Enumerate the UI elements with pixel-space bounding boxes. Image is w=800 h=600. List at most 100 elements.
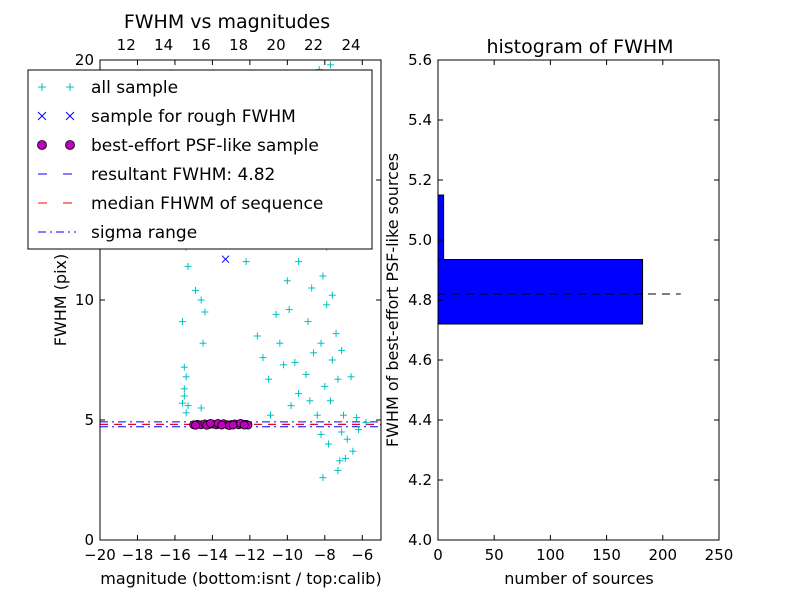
x-tick-label: −20 — [84, 546, 116, 564]
data-point — [334, 375, 342, 383]
data-point — [319, 474, 327, 482]
data-point — [295, 258, 303, 266]
legend-label: sample for rough FWHM — [91, 107, 296, 127]
data-point — [201, 308, 209, 316]
right-chart-title: histogram of FWHM — [486, 36, 673, 58]
y-tick-label: 5.4 — [408, 111, 432, 129]
data-point-stroke — [221, 255, 230, 264]
legend-marker — [65, 140, 75, 150]
legend-items: all sample sample for rough FWHM best-effo… — [37, 78, 323, 243]
legend-entry: best-effort PSF-like sample — [37, 136, 319, 156]
legend-entry: median FHWM of sequence — [38, 194, 323, 214]
data-point — [197, 404, 205, 412]
data-point — [197, 296, 205, 304]
data-point — [192, 286, 200, 294]
data-point — [336, 457, 344, 465]
data-point — [355, 426, 363, 434]
y-tick-label: 4.6 — [408, 351, 432, 369]
top-x-tick-label: 22 — [304, 36, 323, 54]
data-point — [308, 284, 316, 292]
y-tick-label: 4.2 — [408, 471, 432, 489]
legend-entry: sample for rough FWHM — [37, 107, 296, 127]
x-tick-label: 0 — [433, 546, 443, 564]
data-point — [206, 418, 215, 428]
data-point — [182, 373, 190, 381]
data-point — [332, 330, 340, 338]
x-tick-label: −8 — [314, 546, 336, 564]
right-plot-marks — [437, 194, 681, 325]
data-point — [180, 363, 188, 371]
x-tick-label: 200 — [648, 546, 677, 564]
data-point — [353, 414, 361, 422]
data-point — [287, 402, 295, 410]
data-point — [191, 420, 200, 430]
data-point — [306, 397, 314, 405]
legend-label: all sample — [91, 78, 178, 98]
data-point — [272, 310, 280, 318]
data-point — [295, 390, 303, 398]
y-tick-label: 5.0 — [408, 231, 432, 249]
left-y-axis-label: FWHM (pix) — [51, 254, 70, 347]
x-tick-label: −16 — [159, 546, 191, 564]
data-point — [180, 392, 188, 400]
data-point — [326, 397, 334, 405]
left-x-axis-label: magnitude (bottom:isnt / top:calib) — [100, 569, 381, 588]
legend-entry: resultant FWHM: 4.82 — [38, 165, 275, 185]
data-point — [323, 301, 331, 309]
data-point — [184, 402, 192, 410]
y-tick-label: 5.6 — [408, 51, 432, 69]
x-tick-label: −10 — [272, 546, 304, 564]
data-point — [341, 454, 349, 462]
right-y-axis-label: FWHM of best-effort PSF-like sources — [383, 153, 402, 447]
legend-entry: sigma range — [38, 223, 197, 243]
data-point — [259, 354, 267, 362]
x-tick-label: −6 — [351, 546, 373, 564]
legend-label: median FHWM of sequence — [91, 194, 323, 214]
y-tick-label: 4.8 — [408, 291, 432, 309]
right-x-axis-label: number of sources — [504, 569, 654, 588]
x-tick-label: −14 — [197, 546, 229, 564]
legend-label: best-effort PSF-like sample — [91, 136, 319, 156]
top-x-tick-label: 24 — [341, 36, 360, 54]
left-scatter-panel: −20 −18 −16 −14 −12 −10 −8 −6 12 14 16 18 20 22 24 0 5 10… — [27, 11, 382, 588]
x-tick-label: 50 — [485, 546, 504, 564]
left-chart-title: FWHM vs magnitudes — [124, 11, 330, 33]
data-point — [334, 466, 342, 474]
legend-label: resultant FWHM: 4.82 — [91, 165, 275, 185]
data-point — [319, 272, 327, 280]
left-plot-marks — [100, 61, 381, 482]
data-point — [317, 430, 325, 438]
x-tick-label: −18 — [122, 546, 154, 564]
data-point — [180, 385, 188, 393]
y-tick-label: 20 — [75, 51, 94, 69]
top-x-tick-label: 12 — [117, 36, 136, 54]
data-point — [291, 358, 299, 366]
y-tick-label: 5.2 — [408, 171, 432, 189]
data-point — [325, 440, 333, 448]
data-point — [343, 435, 351, 443]
data-point — [266, 411, 274, 419]
data-point — [313, 411, 321, 419]
data-point — [328, 291, 336, 299]
data-point — [280, 361, 288, 369]
data-point — [199, 339, 207, 347]
right-axis-ticks: 0 50 100 150 200 250 4.0 4.2 4.4 4.6 4.8 5.0 5.2 5.4 5… — [408, 51, 733, 564]
x-tick-label: −12 — [234, 546, 266, 564]
legend-frame — [27, 69, 373, 250]
data-point — [221, 255, 230, 264]
data-point — [317, 339, 325, 347]
data-point — [304, 318, 312, 326]
x-tick-label: 250 — [705, 546, 734, 564]
data-point — [326, 61, 334, 69]
y-tick-label: 10 — [75, 291, 94, 309]
data-point — [340, 411, 348, 419]
data-point — [184, 262, 192, 270]
data-point — [321, 382, 329, 390]
y-tick-label: 0 — [84, 531, 94, 549]
right-histogram-panel: 0 50 100 150 200 250 4.0 4.2 4.4 4.6 4.8 5.0 5.2 5.4 5… — [383, 36, 733, 588]
x-tick-label: 150 — [592, 546, 621, 564]
data-point — [362, 418, 370, 426]
top-x-tick-label: 14 — [154, 36, 173, 54]
data-point — [239, 420, 249, 430]
